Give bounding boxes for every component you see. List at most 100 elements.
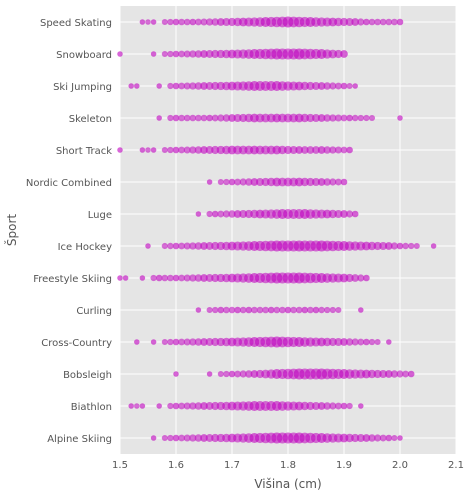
data-point <box>205 146 214 154</box>
data-point <box>346 146 353 154</box>
data-point <box>363 274 370 282</box>
data-point <box>312 402 320 410</box>
data-point <box>351 274 360 282</box>
data-point <box>374 434 382 442</box>
y-tick-label: Luge <box>88 210 112 221</box>
data-point <box>189 402 197 410</box>
data-point <box>358 307 364 313</box>
data-point <box>195 114 202 122</box>
data-point <box>189 82 197 90</box>
data-point <box>402 242 409 250</box>
data-point <box>222 114 231 122</box>
y-tick-label: Speed Skating <box>40 18 112 29</box>
data-point <box>150 435 157 441</box>
data-point <box>200 434 208 442</box>
data-point <box>334 49 343 59</box>
data-point <box>139 275 146 281</box>
data-point <box>172 114 180 122</box>
data-point <box>117 275 123 281</box>
data-point <box>340 114 348 122</box>
data-point <box>279 306 286 314</box>
data-point <box>250 178 259 186</box>
data-point <box>358 403 364 409</box>
data-point <box>206 371 213 377</box>
data-point <box>205 18 214 26</box>
data-point <box>251 306 258 314</box>
data-point <box>340 402 348 410</box>
data-point <box>386 339 392 345</box>
data-point <box>194 242 203 250</box>
data-point <box>172 402 180 410</box>
y-tick-label: Nordic Combined <box>26 178 112 189</box>
data-point <box>139 19 146 25</box>
data-point <box>368 338 376 346</box>
data-point <box>357 338 365 346</box>
data-point <box>402 370 410 378</box>
data-point <box>167 434 174 442</box>
data-point <box>379 434 387 442</box>
data-point <box>206 114 213 122</box>
data-point <box>239 306 247 314</box>
data-point <box>339 17 349 27</box>
data-point <box>245 178 253 186</box>
data-point <box>128 403 134 409</box>
data-point <box>340 210 348 218</box>
data-point <box>345 18 354 26</box>
data-point <box>205 338 214 346</box>
data-point <box>195 307 202 313</box>
y-tick-label: Biathlon <box>71 402 112 413</box>
data-point <box>234 370 242 378</box>
data-point <box>312 178 320 186</box>
data-point <box>150 274 157 282</box>
data-point <box>397 115 403 121</box>
data-point <box>167 82 174 90</box>
data-point <box>150 339 157 345</box>
y-tick-label: Curling <box>76 306 112 317</box>
data-point <box>245 370 253 378</box>
data-point <box>346 210 354 218</box>
data-point <box>189 50 197 58</box>
data-point <box>250 370 259 378</box>
data-point <box>312 306 320 314</box>
data-point <box>189 146 197 154</box>
data-point <box>368 114 376 122</box>
data-point <box>117 51 123 57</box>
data-point <box>189 274 197 282</box>
data-point <box>217 306 225 314</box>
data-point <box>189 18 197 26</box>
data-point <box>161 50 168 58</box>
data-point <box>212 306 219 314</box>
data-point <box>385 18 393 26</box>
data-point <box>161 274 169 282</box>
data-point <box>178 50 186 58</box>
data-point <box>334 114 342 122</box>
data-point <box>346 82 353 90</box>
data-point <box>161 18 168 26</box>
data-point <box>178 402 186 410</box>
data-point <box>284 306 292 314</box>
data-point <box>206 179 213 185</box>
data-point <box>205 242 214 250</box>
data-point <box>189 114 197 122</box>
data-point <box>356 434 365 442</box>
data-point <box>206 210 213 218</box>
data-point <box>228 306 236 314</box>
data-point <box>122 275 129 281</box>
data-point <box>329 114 337 122</box>
x-tick-label: 1.9 <box>336 460 352 471</box>
data-point <box>408 242 415 250</box>
data-point <box>334 402 342 410</box>
data-point <box>329 402 337 410</box>
data-point <box>211 114 219 122</box>
data-point <box>329 82 337 90</box>
data-point <box>407 370 415 378</box>
data-point <box>200 18 208 26</box>
data-point <box>183 18 191 26</box>
data-point <box>206 306 213 314</box>
data-point <box>357 18 365 26</box>
data-point <box>317 402 326 410</box>
data-point <box>216 18 225 26</box>
data-point <box>300 146 309 154</box>
data-point <box>167 114 174 122</box>
data-point <box>194 274 203 282</box>
